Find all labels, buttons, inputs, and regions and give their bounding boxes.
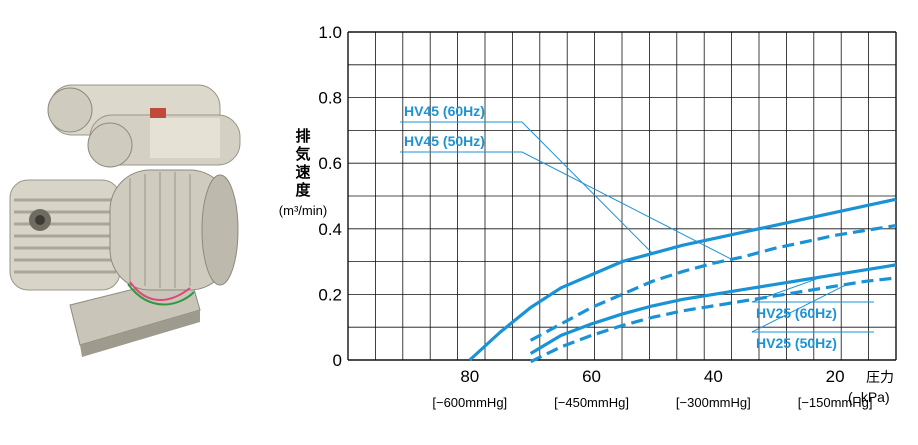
- series-line-0: [468, 197, 897, 362]
- annotation-label-3: HV25 (50Hz): [756, 335, 837, 351]
- x-tick-mmhg-label: [−450mmHg]: [554, 395, 629, 410]
- y-tick-label: 0.8: [318, 89, 342, 108]
- x-tick-label: 20: [826, 367, 845, 386]
- y-axis-unit: (m³/min): [278, 203, 328, 218]
- y-tick-label: 0.4: [318, 220, 342, 239]
- series-line-2: [529, 263, 897, 355]
- series-line-3: [529, 276, 897, 364]
- y-tick-label: 0.6: [318, 154, 342, 173]
- x-tick-mmhg-label: [−600mmHg]: [432, 395, 507, 410]
- y-tick-label: 1.0: [318, 23, 342, 42]
- chart-annotations: HV45 (60Hz) HV45 (50Hz) HV25 (60Hz) HV25 (5…: [400, 103, 874, 351]
- y-axis-title-char: 排: [295, 128, 311, 145]
- annotation-label-1: HV45 (50Hz): [404, 133, 485, 149]
- x-tick-labels: 80 [−600mmHg] 60 [−450mmHg] 40 [−300mmHg] 20 [−…: [432, 367, 872, 410]
- y-tick-labels: 0 0.2 0.4 0.6 0.8 1.0: [318, 23, 342, 370]
- annotation-label-0: HV45 (60Hz): [404, 103, 485, 119]
- chart-series: [468, 197, 897, 364]
- x-tick-label: 80: [460, 367, 479, 386]
- y-axis-title-char: 度: [295, 182, 311, 199]
- annotation-leader-3: [751, 283, 874, 333]
- series-line-1: [529, 223, 897, 342]
- annotation-leader-2: [751, 276, 874, 303]
- annotation-label-2: HV25 (60Hz): [756, 305, 837, 321]
- x-axis-unit: (−kPa): [848, 389, 890, 405]
- x-tick-mmhg-label: [−300mmHg]: [676, 395, 751, 410]
- y-axis-title: 排 気 速 度 (m³/min): [258, 128, 348, 220]
- chart-grid: [347, 31, 897, 361]
- vacuum-pump-photo: [9, 84, 241, 357]
- annotation-leader-0: [400, 121, 653, 254]
- y-axis-title-char: 気: [295, 146, 311, 163]
- y-tick-label: 0.2: [318, 285, 342, 304]
- x-tick-label: 60: [582, 367, 601, 386]
- x-axis-title: 圧力: [866, 369, 894, 385]
- y-axis-title-char: 速: [295, 164, 311, 181]
- x-tick-mmhg-label: [−150mmHg]: [798, 395, 873, 410]
- annotation-leader-1: [400, 151, 732, 260]
- y-tick-label: 0: [333, 351, 342, 370]
- x-tick-label: 40: [704, 367, 723, 386]
